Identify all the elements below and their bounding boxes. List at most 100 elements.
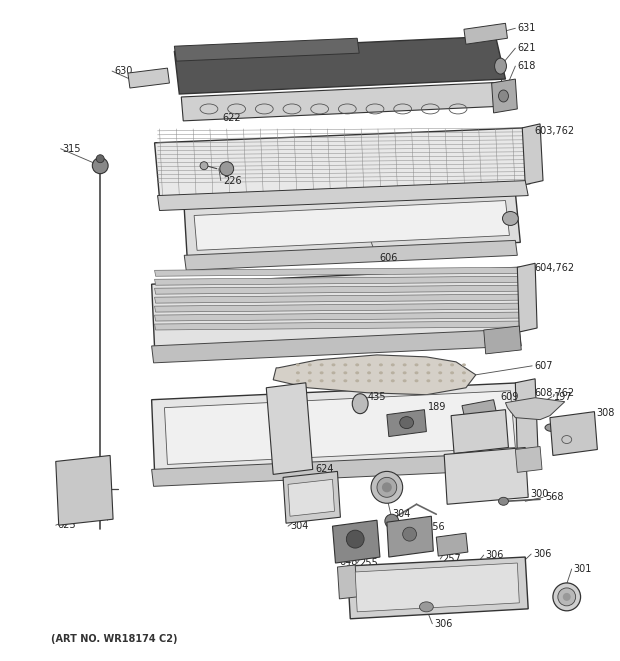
Polygon shape [515,379,538,457]
Ellipse shape [308,379,312,382]
Ellipse shape [332,371,335,374]
Ellipse shape [450,379,454,382]
Text: 679: 679 [559,420,577,430]
Polygon shape [152,453,520,486]
Ellipse shape [415,364,419,366]
Text: 631: 631 [517,23,536,33]
Ellipse shape [553,583,580,611]
Ellipse shape [545,424,561,432]
Polygon shape [174,36,505,94]
Ellipse shape [438,364,442,366]
Ellipse shape [400,416,414,428]
Text: eReplacementParts.com: eReplacementParts.com [261,423,414,436]
Polygon shape [154,276,522,285]
Ellipse shape [379,379,383,382]
Text: 308: 308 [596,408,615,418]
Polygon shape [273,355,476,395]
Text: 622: 622 [223,113,241,123]
Ellipse shape [462,364,466,366]
Ellipse shape [320,371,324,374]
Text: 624: 624 [316,465,334,475]
Ellipse shape [563,593,570,601]
Text: 257: 257 [442,554,461,564]
Ellipse shape [415,371,419,374]
Polygon shape [154,294,522,303]
Ellipse shape [332,379,335,382]
Ellipse shape [343,371,347,374]
Text: 255: 255 [359,558,378,568]
Text: 197: 197 [554,392,572,402]
Ellipse shape [495,58,507,74]
Ellipse shape [355,364,359,366]
Polygon shape [152,329,521,363]
Polygon shape [164,391,515,465]
Polygon shape [181,82,507,121]
Ellipse shape [462,371,466,374]
Polygon shape [337,565,357,599]
Text: 435: 435 [367,392,386,402]
Ellipse shape [415,379,419,382]
Ellipse shape [320,379,324,382]
Text: 306: 306 [533,549,552,559]
Polygon shape [154,303,522,312]
Text: 304: 304 [290,521,308,531]
Ellipse shape [402,527,417,541]
Ellipse shape [220,162,234,176]
Polygon shape [194,200,510,251]
Ellipse shape [296,371,300,374]
Ellipse shape [332,364,335,366]
Ellipse shape [427,379,430,382]
Text: 648: 648 [339,557,358,567]
Polygon shape [451,410,508,453]
Ellipse shape [371,471,402,503]
Polygon shape [266,383,312,475]
Ellipse shape [402,364,407,366]
Polygon shape [464,23,507,44]
Polygon shape [283,471,340,524]
Polygon shape [157,180,528,210]
Ellipse shape [498,497,508,505]
Text: 603,762: 603,762 [534,126,574,136]
Polygon shape [355,563,520,612]
Polygon shape [184,241,517,270]
Ellipse shape [347,530,364,548]
Ellipse shape [462,379,466,382]
Polygon shape [522,124,543,184]
Ellipse shape [355,371,359,374]
Ellipse shape [385,514,399,528]
Ellipse shape [343,379,347,382]
Text: 621: 621 [517,43,536,53]
Text: 189: 189 [428,402,447,412]
Polygon shape [515,447,542,473]
Ellipse shape [391,364,395,366]
Polygon shape [484,326,521,354]
Text: 568: 568 [545,492,564,502]
Ellipse shape [367,364,371,366]
Text: 256: 256 [427,522,445,532]
Ellipse shape [379,364,383,366]
Polygon shape [332,520,380,563]
Text: 630: 630 [114,66,133,76]
Polygon shape [387,410,427,436]
Ellipse shape [89,489,95,497]
Polygon shape [288,479,334,516]
Text: 301: 301 [574,564,592,574]
Polygon shape [387,516,433,557]
Text: 323: 323 [510,405,528,414]
Ellipse shape [367,379,371,382]
Polygon shape [154,321,522,330]
Polygon shape [436,533,468,556]
Ellipse shape [367,371,371,374]
Polygon shape [152,383,525,473]
Polygon shape [154,312,522,321]
Ellipse shape [391,371,395,374]
Ellipse shape [502,212,518,225]
Polygon shape [505,398,565,420]
Polygon shape [550,412,598,455]
Ellipse shape [391,379,395,382]
Ellipse shape [296,364,300,366]
Text: 315: 315 [63,143,81,154]
Ellipse shape [320,364,324,366]
Text: 226: 226 [223,176,241,186]
Polygon shape [56,455,113,525]
